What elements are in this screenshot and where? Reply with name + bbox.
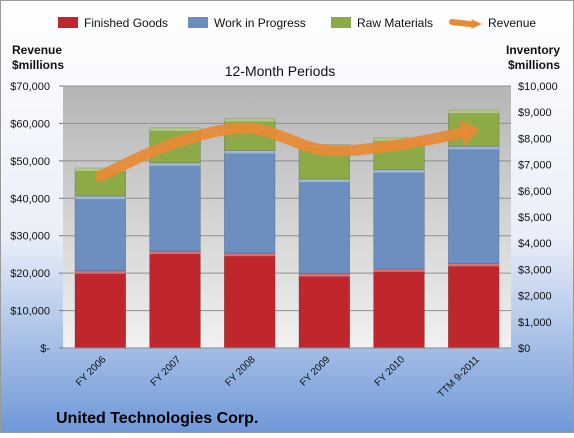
bar-highlight-finished-goods-ttm-9-2011 bbox=[448, 263, 499, 266]
right-tick-label-0: $0 bbox=[518, 343, 530, 355]
left-tick-label-4: $40,000 bbox=[10, 193, 50, 205]
bar-highlight-raw-materials-ttm-9-2011 bbox=[448, 110, 499, 113]
bar-finished-goods-fy-2007 bbox=[150, 251, 201, 348]
right-tick-label-1: $1,000 bbox=[518, 317, 552, 329]
legend-label-finished-goods: Finished Goods bbox=[84, 16, 168, 30]
left-tick-label-0: $- bbox=[40, 343, 50, 355]
bar-highlight-finished-goods-fy-2007 bbox=[150, 251, 201, 254]
bar-highlight-finished-goods-fy-2006 bbox=[75, 271, 126, 274]
plot-area bbox=[63, 86, 511, 348]
left-tick-label-5: $50,000 bbox=[10, 156, 50, 168]
left-tick-label-2: $20,000 bbox=[10, 268, 50, 280]
company-name: United Technologies Corp. bbox=[56, 410, 258, 427]
chart-subtitle: 12-Month Periods bbox=[225, 63, 336, 79]
bar-work-in-progress-fy-2008 bbox=[224, 150, 275, 253]
legend-label-work-in-progress: Work in Progress bbox=[214, 16, 306, 30]
bar-work-in-progress-fy-2009 bbox=[299, 179, 350, 274]
bar-highlight-finished-goods-fy-2010 bbox=[374, 269, 425, 272]
right-tick-label-2: $2,000 bbox=[518, 291, 552, 303]
right-tick-label-9: $9,000 bbox=[518, 107, 552, 119]
bar-work-in-progress-fy-2007 bbox=[150, 163, 201, 251]
left-axis-title-line1: Revenue bbox=[12, 43, 62, 57]
bar-finished-goods-fy-2006 bbox=[75, 271, 126, 348]
left-tick-label-6: $60,000 bbox=[10, 118, 50, 130]
legend-swatch-raw-materials bbox=[331, 17, 351, 28]
right-tick-label-5: $5,000 bbox=[518, 212, 552, 224]
bar-highlight-raw-materials-fy-2007 bbox=[150, 128, 201, 131]
legend-label-raw-materials: Raw Materials bbox=[357, 16, 433, 30]
right-tick-label-6: $6,000 bbox=[518, 186, 552, 198]
left-tick-label-7: $70,000 bbox=[10, 81, 50, 93]
bar-finished-goods-fy-2010 bbox=[374, 269, 425, 348]
legend-swatch-finished-goods bbox=[58, 17, 78, 28]
bar-highlight-work-in-progress-fy-2010 bbox=[374, 170, 425, 173]
right-tick-label-10: $10,000 bbox=[518, 81, 558, 93]
right-tick-label-3: $3,000 bbox=[518, 264, 552, 276]
right-axis-title-line1: Inventory bbox=[506, 43, 560, 57]
right-tick-label-7: $7,000 bbox=[518, 160, 552, 172]
bar-highlight-work-in-progress-fy-2006 bbox=[75, 196, 126, 199]
bar-finished-goods-fy-2008 bbox=[224, 253, 275, 348]
legend-line-revenue bbox=[452, 22, 474, 25]
bar-finished-goods-fy-2009 bbox=[299, 274, 350, 348]
bar-work-in-progress-fy-2006 bbox=[75, 196, 126, 271]
left-axis-title-line2: $millions bbox=[12, 58, 64, 72]
legend-swatch-work-in-progress bbox=[188, 17, 208, 28]
bar-work-in-progress-fy-2010 bbox=[374, 170, 425, 269]
right-tick-label-8: $8,000 bbox=[518, 133, 552, 145]
right-tick-label-4: $4,000 bbox=[518, 238, 552, 250]
bar-highlight-work-in-progress-fy-2008 bbox=[224, 150, 275, 153]
bar-highlight-raw-materials-fy-2008 bbox=[224, 118, 275, 121]
legend-label-revenue: Revenue bbox=[488, 16, 536, 30]
right-axis-title-line2: $millions bbox=[508, 58, 560, 72]
bar-highlight-finished-goods-fy-2009 bbox=[299, 274, 350, 277]
left-tick-label-3: $30,000 bbox=[10, 231, 50, 243]
bar-highlight-work-in-progress-ttm-9-2011 bbox=[448, 146, 499, 149]
left-tick-label-1: $10,000 bbox=[10, 306, 50, 318]
bar-highlight-work-in-progress-fy-2007 bbox=[150, 163, 201, 166]
bar-highlight-work-in-progress-fy-2009 bbox=[299, 179, 350, 182]
bar-highlight-finished-goods-fy-2008 bbox=[224, 253, 275, 256]
bar-finished-goods-ttm-9-2011 bbox=[448, 263, 499, 348]
bar-work-in-progress-ttm-9-2011 bbox=[448, 146, 499, 263]
